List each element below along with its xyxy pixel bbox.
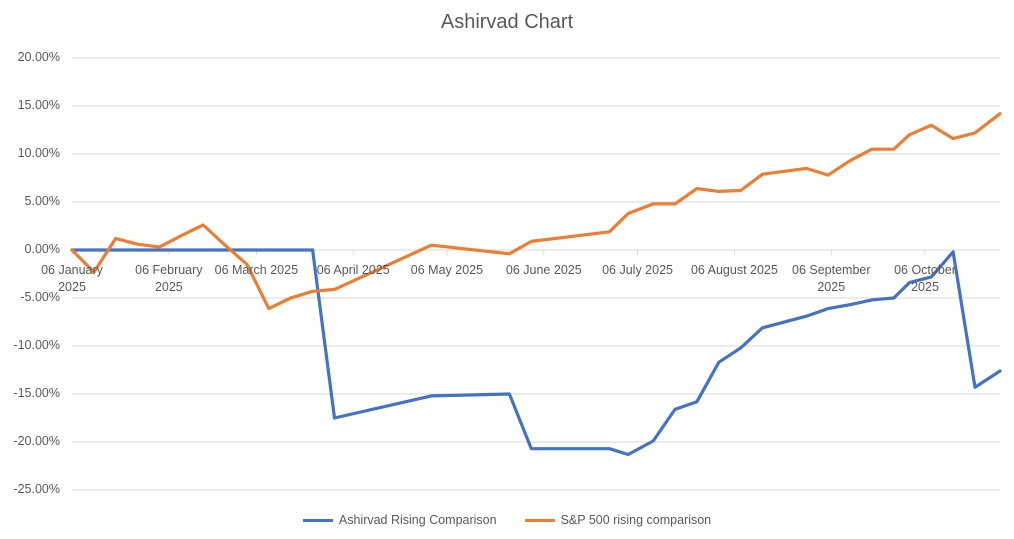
legend: Ashirvad Rising Comparison S&P 500 risin… (0, 513, 1014, 527)
chart-title: Ashirvad Chart (440, 11, 574, 33)
x-tick-label: 06 February 2025 (135, 263, 203, 294)
y-tick-label: 5.00% (24, 194, 60, 208)
y-tick-label: 15.00% (17, 98, 60, 112)
y-tick-label: 0.00% (24, 242, 60, 256)
x-tick-label: 06 January 2025 (41, 263, 103, 294)
y-tick-label: -10.00% (13, 338, 60, 352)
legend-item-ashirvad[interactable]: Ashirvad Rising Comparison (302, 513, 497, 527)
x-tick-label: 06 June 2025 (505, 263, 582, 277)
legend-label-sp500: S&P 500 rising comparison (560, 513, 712, 527)
x-tick-label: 06 October 2025 (894, 263, 956, 294)
x-tick-label: 06 March 2025 (214, 263, 299, 277)
x-tick-label: 06 May 2025 (410, 263, 484, 277)
legend-swatch-sp500 (524, 518, 555, 522)
y-tick-label: -25.00% (13, 482, 60, 496)
legend-swatch-ashirvad (302, 518, 333, 522)
x-tick-label: 06 April 2025 (316, 263, 390, 277)
legend-item-sp500[interactable]: S&P 500 rising comparison (524, 513, 712, 527)
y-tick-label: -15.00% (13, 386, 60, 400)
x-tick-label: 06 August 2025 (690, 263, 778, 277)
series-line-1 (70, 112, 1002, 311)
y-tick-label: -20.00% (13, 434, 60, 448)
x-tick-label: 06 September 2025 (792, 263, 871, 294)
y-tick-label: 10.00% (17, 146, 60, 160)
x-tick-label: 06 July 2025 (602, 263, 673, 277)
legend-label-ashirvad: Ashirvad Rising Comparison (338, 513, 497, 527)
y-tick-label: -5.00% (20, 290, 60, 304)
series-line-0 (70, 248, 1002, 457)
y-tick-label: 20.00% (17, 50, 60, 64)
